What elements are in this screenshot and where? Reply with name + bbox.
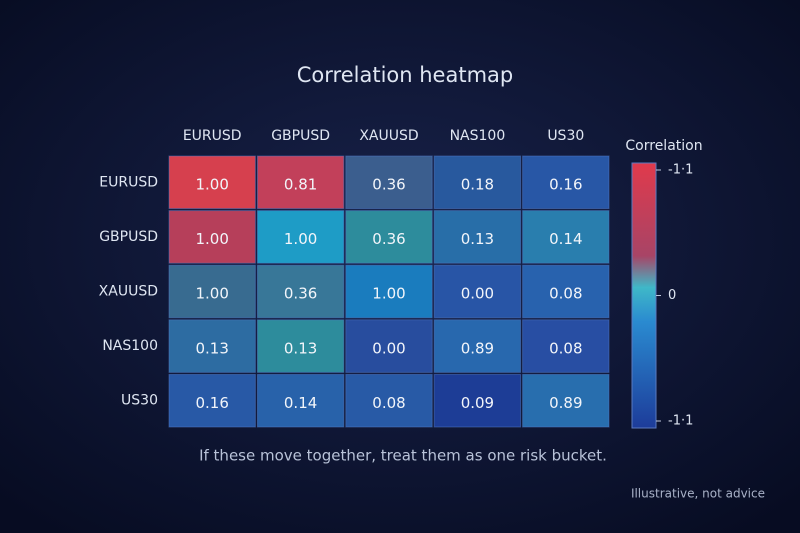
colorbar-tick-label: 0 [668, 288, 676, 303]
cell-label: 0.08 [549, 339, 582, 357]
heatmap-cell [522, 155, 610, 210]
y-tick-label: EURUSD [99, 174, 158, 190]
y-tick-label: NAS100 [102, 338, 158, 354]
cell-label: 0.08 [372, 394, 405, 412]
heatmap-cell [345, 155, 433, 210]
heatmap-cell [433, 264, 522, 319]
annotation: If these move together, treat them as on… [199, 447, 607, 465]
heatmap-cell [345, 210, 433, 264]
heatmap-cell [345, 319, 433, 373]
heatmap-cell [168, 319, 256, 373]
cell-label: 0.13 [461, 230, 494, 248]
cell-label: 1.00 [372, 285, 405, 303]
heatmap-cell [433, 319, 522, 373]
heatmap-cell [433, 210, 522, 264]
cell-label: 0.16 [195, 394, 228, 412]
heatmap-cell [433, 373, 522, 428]
y-tick-label: US30 [121, 393, 158, 409]
chart-title: Correlation heatmap [297, 63, 513, 87]
cell-label: 0.08 [549, 285, 582, 303]
colorbar-tick-label: -1·1 [668, 163, 693, 178]
heatmap-cell [433, 155, 522, 210]
colorbar-title: Correlation [625, 138, 702, 154]
heatmap-cell [168, 210, 256, 264]
heatmap-cell [522, 373, 610, 428]
cell-label: 0.14 [549, 230, 582, 248]
cell-label: 0.36 [372, 176, 405, 194]
cell-label: 0.89 [549, 394, 582, 412]
x-tick-label: XAUUSD [359, 128, 418, 144]
cell-label: 1.00 [284, 230, 317, 248]
colorbar-tick-label: -1·1 [668, 414, 693, 429]
heatmap-cell [522, 319, 610, 373]
y-tick-label: GBPUSD [99, 229, 158, 245]
heatmap-cell [345, 264, 433, 319]
cell-label: 0.16 [549, 176, 582, 194]
heatmap-cell [345, 373, 433, 428]
cell-label: 1.00 [195, 176, 228, 194]
cell-label: 0.00 [461, 285, 494, 303]
cell-label: 0.09 [461, 394, 494, 412]
cell-label: 0.81 [284, 176, 317, 194]
heatmap-cell [256, 264, 345, 319]
cell-label: 0.13 [195, 339, 228, 357]
cell-label: 0.36 [284, 285, 317, 303]
heatmap-cell [522, 264, 610, 319]
x-tick-label: GBPUSD [271, 128, 330, 144]
colorbar [631, 162, 657, 429]
heatmap-cell [256, 155, 345, 210]
heatmap-cell [256, 210, 345, 264]
heatmap-cell [256, 319, 345, 373]
x-tick-label: US30 [547, 128, 584, 144]
cell-label: 0.00 [372, 339, 405, 357]
x-tick-label: NAS100 [450, 128, 506, 144]
cell-label: 0.13 [284, 339, 317, 357]
cell-label: 0.89 [461, 339, 494, 357]
heatmap-cell [522, 210, 610, 264]
heatmap-cell [168, 155, 256, 210]
x-tick-label: EURUSD [183, 128, 242, 144]
footnote: Illustrative, not advice [631, 487, 765, 501]
cell-label: 0.14 [284, 394, 317, 412]
heatmap-cell [168, 373, 256, 428]
cell-label: 0.18 [461, 176, 494, 194]
cell-label: 1.00 [195, 230, 228, 248]
heatmap-cell [256, 373, 345, 428]
cell-label: 1.00 [195, 285, 228, 303]
cell-label: 0.36 [372, 230, 405, 248]
y-tick-label: XAUUSD [99, 284, 158, 300]
heatmap-cell [168, 264, 256, 319]
